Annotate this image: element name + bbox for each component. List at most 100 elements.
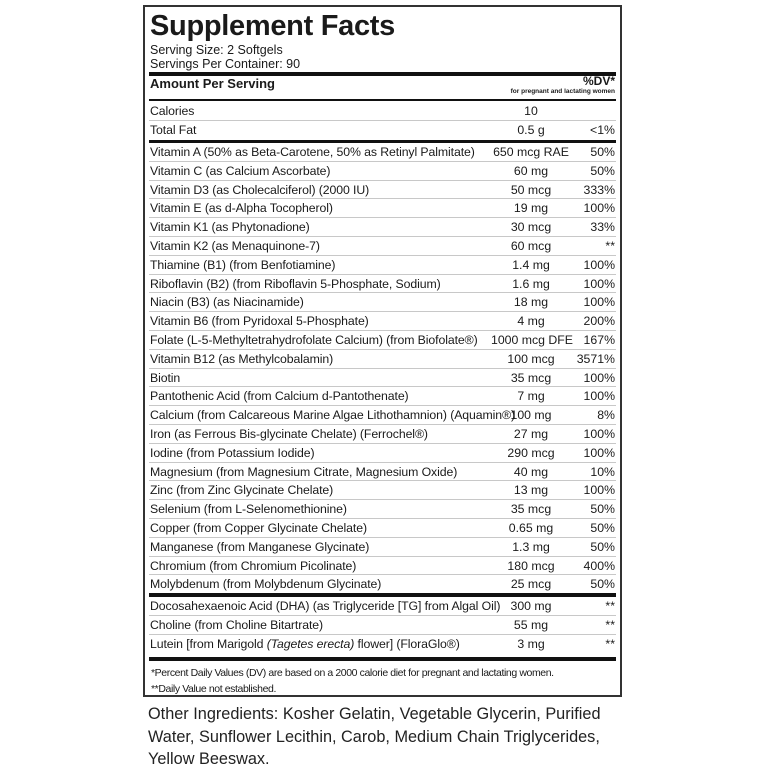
nutrient-amount: 3 mg [517, 636, 545, 651]
nutrient-row: Vitamin E (as d-Alpha Tocopherol) 19 mg 10… [149, 199, 616, 219]
nutrient-name: Manganese (from Manganese Glycinate) [150, 539, 370, 554]
dv-footnote: *Percent Daily Values (DV) are based on … [151, 667, 554, 679]
nutrient-row: Thiamine (B1) (from Benfotiamine) 1.4 mg 1… [149, 256, 616, 275]
nutrient-amount: 40 mg [513, 464, 549, 479]
nutrient-dv: 100% [583, 370, 615, 385]
calories-section: Calories 10 Total Fat 0.5 g <1% [149, 102, 616, 140]
nutrient-amount: 25 mcg [510, 577, 552, 592]
nutrient-row: Vitamin B6 (from Pyridoxal 5-Phosphate) 4… [149, 312, 616, 331]
dv-header: %DV* [582, 74, 615, 88]
nutrient-name: Molybdenum (from Molybdenum Glycinate) [150, 577, 382, 592]
other-ingredients: Other Ingredients: Kosher Gelatin, Veget… [148, 703, 618, 771]
nutrient-dv: 100% [583, 276, 615, 291]
nutrient-name: Pantothenic Acid (from Calcium d-Pantoth… [150, 389, 409, 404]
nutrient-dv: 3571% [576, 351, 615, 366]
nutrient-name: Selenium (from L-Selenomethionine) [150, 502, 347, 517]
nutrient-amount: 60 mcg [510, 238, 552, 253]
nutrient-amount: 180 mcg [507, 558, 555, 573]
nutrient-amount: 19 mg [513, 201, 549, 216]
vitamins-minerals-section: Vitamin A (50% as Beta-Carotene, 50% as … [149, 143, 616, 594]
nutrient-dv: 100% [583, 389, 615, 404]
nutrient-name: Calcium (from Calcareous Marine Algae Li… [150, 408, 515, 423]
nutrient-dv: ** [605, 599, 615, 613]
nutrient-name: Vitamin C (as Calcium Ascorbate) [150, 163, 331, 178]
nutrient-name: Vitamin D3 (as Cholecalciferol) (2000 IU… [150, 182, 370, 197]
nutrient-dv: 333% [583, 182, 615, 197]
nutrient-amount: 4 mg [517, 314, 545, 329]
nutrient-amount: 650 mcg RAE [493, 145, 569, 159]
nutrient-row: Copper (from Copper Glycinate Chelate) 0.… [149, 519, 616, 538]
nutrient-amount: 27 mg [513, 426, 549, 441]
nutrient-dv: 200% [583, 314, 615, 329]
thick-divider [149, 593, 616, 597]
nutrient-dv: <1% [590, 122, 615, 137]
nutrient-row: Riboflavin (B2) (from Riboflavin 5-Phosp… [149, 275, 616, 294]
nutrient-name: Lutein [from Marigold (Tagetes erecta) f… [150, 636, 460, 651]
nutrient-row: Manganese (from Manganese Glycinate) 1.3 … [149, 538, 616, 557]
nutrient-amount: 1.4 mg [512, 257, 550, 272]
nutrient-amount: 10 [524, 104, 538, 118]
nutrient-name: Zinc (from Zinc Glycinate Chelate) [150, 483, 334, 498]
nutrient-name: Vitamin B6 (from Pyridoxal 5-Phosphate) [150, 314, 369, 329]
nutrient-amount: 0.65 mg [508, 520, 554, 535]
nutrient-dv: 100% [583, 257, 615, 272]
thick-divider [149, 657, 616, 661]
nutrient-dv: ** [605, 636, 615, 651]
nutrient-row: Vitamin A (50% as Beta-Carotene, 50% as … [149, 143, 616, 162]
nutrient-name: Vitamin A (50% as Beta-Carotene, 50% as … [150, 145, 475, 159]
nutrient-amount: 35 mcg [510, 502, 552, 517]
nutrient-row: Selenium (from L-Selenomethionine) 35 mcg… [149, 500, 616, 519]
nutrient-name: Choline (from Choline Bitartrate) [150, 617, 324, 632]
nutrient-dv: 50% [590, 163, 615, 178]
nutrient-row: Niacin (B3) (as Niacinamide) 18 mg 100% [149, 293, 616, 313]
nutrient-amount: 1.3 mg [512, 539, 550, 554]
dv-note: for pregnant and lactating women [510, 88, 615, 95]
nutrient-name: Vitamin K1 (as Phytonadione) [150, 220, 310, 235]
nutrient-dv: ** [605, 617, 615, 632]
nutrient-dv: 33% [590, 220, 615, 235]
nutrient-name: Iodine (from Potassium Iodide) [150, 445, 315, 460]
nutrient-name: Iron (as Ferrous Bis-glycinate Chelate) … [150, 426, 428, 441]
nutrient-dv: 50% [590, 577, 615, 592]
nutrient-amount: 30 mcg [510, 220, 552, 235]
nutrient-row: Magnesium (from Magnesium Citrate, Magne… [149, 463, 616, 482]
serving-size: Serving Size: 2 Softgels [150, 43, 283, 57]
nutrient-amount: 55 mg [513, 617, 549, 632]
nutrient-amount: 13 mg [513, 483, 549, 498]
nutrient-row: Zinc (from Zinc Glycinate Chelate) 13 mg 1… [149, 481, 616, 501]
nutrient-name: Thiamine (B1) (from Benfotiamine) [150, 257, 336, 272]
nutrient-amount: 100 mg [510, 408, 552, 423]
servings-per-container: Servings Per Container: 90 [150, 57, 301, 71]
other-ingredients-text: Kosher Gelatin, Vegetable Glycerin, Puri… [148, 705, 601, 768]
nutrient-row: Calcium (from Calcareous Marine Algae Li… [149, 406, 616, 425]
nutrient-name: Riboflavin (B2) (from Riboflavin 5-Phosp… [150, 276, 441, 291]
nutrient-name: Chromium (from Chromium Picolinate) [150, 558, 357, 573]
nutrient-row: Biotin 35 mcg 100% [149, 369, 616, 388]
nutrient-row: Vitamin C (as Calcium Ascorbate) 60 mg 50% [149, 162, 616, 181]
nutrient-name: Total Fat [150, 122, 197, 137]
nutrient-name: Niacin (B3) (as Niacinamide) [150, 295, 304, 310]
nutrient-row: Calories 10 [149, 102, 616, 121]
nutrient-dv: 50% [590, 502, 615, 517]
nutrient-name: Vitamin E (as d-Alpha Tocopherol) [150, 201, 333, 216]
amount-per-serving-header: Amount Per Serving [150, 76, 275, 91]
nutrient-row: Vitamin D3 (as Cholecalciferol) (2000 IU… [149, 181, 616, 200]
nutrient-amount: 60 mg [513, 163, 549, 178]
nutrient-row: Total Fat 0.5 g <1% [149, 121, 616, 140]
nutrient-amount: 0.5 g [517, 122, 545, 137]
supplement-facts-panel: Supplement Facts Serving Size: 2 Softgel… [143, 5, 622, 697]
nutrient-dv: 50% [590, 520, 615, 535]
nutrient-dv: 100% [583, 445, 615, 460]
nutrient-name: Vitamin K2 (as Menaquinone-7) [150, 238, 320, 253]
nutrient-dv: 100% [583, 483, 615, 498]
nutrient-dv: ** [605, 238, 615, 253]
nutrient-name: Folate (L-5-Methyltetrahydrofolate Calci… [150, 332, 478, 347]
nutrient-name: Docosahexaenoic Acid (DHA) (as Triglycer… [150, 599, 501, 613]
nutrient-name: Calories [150, 104, 195, 118]
thick-divider [149, 72, 616, 76]
nutrient-amount: 50 mcg [510, 182, 552, 197]
nutrient-name: Biotin [150, 370, 181, 385]
nutrient-dv: 10% [590, 464, 615, 479]
thick-divider [149, 140, 616, 143]
nutrient-name: Copper (from Copper Glycinate Chelate) [150, 520, 367, 535]
